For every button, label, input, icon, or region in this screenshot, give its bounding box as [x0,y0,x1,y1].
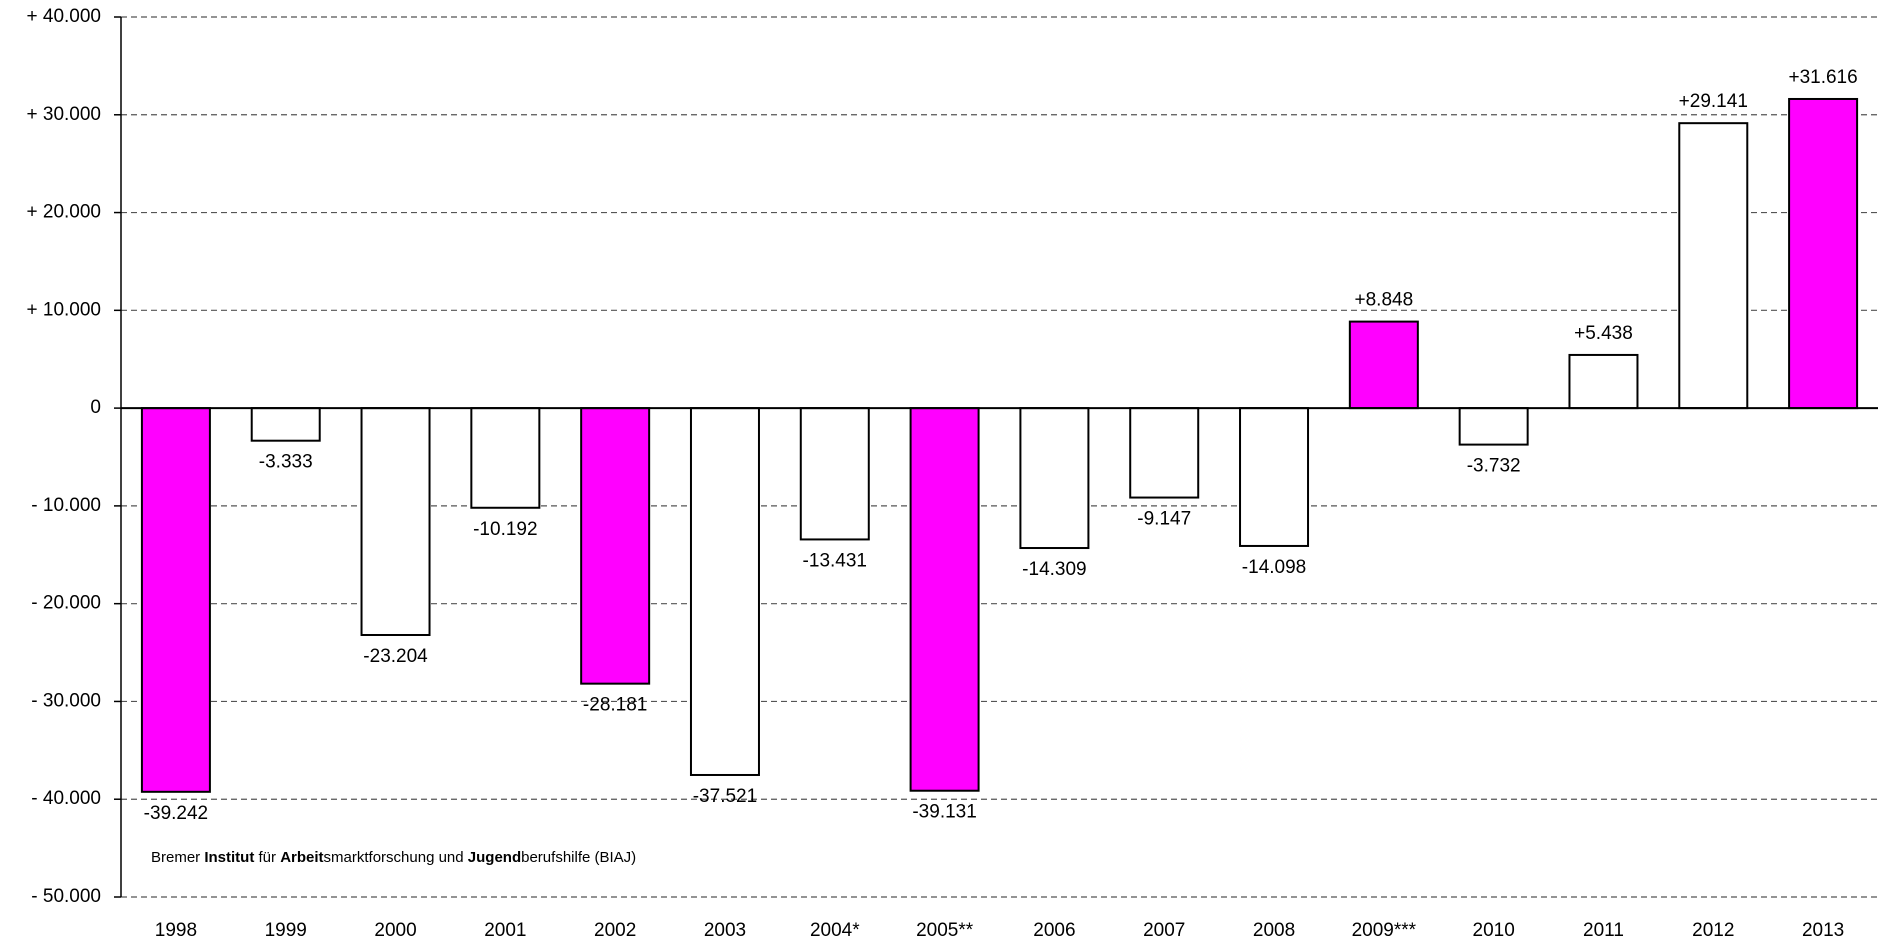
bar [689,407,760,776]
value-label: -37.521 [693,786,757,807]
x-tick-label: 2010 [1473,920,1515,941]
value-label: -3.333 [259,452,313,473]
bar [1348,320,1419,410]
note-part: für [254,849,280,866]
note-part: Bremer [151,849,204,866]
x-tick-label: 2007 [1143,920,1185,941]
value-label: -14.309 [1022,559,1086,580]
value-label: +8.848 [1355,290,1414,311]
value-label: +31.616 [1788,67,1857,88]
value-label: +5.438 [1574,323,1633,344]
note-part: Arbeit [280,849,323,866]
bar [909,407,980,792]
bar [799,407,870,541]
value-label: -13.431 [803,550,867,571]
value-label: -3.732 [1467,456,1521,477]
bar [1568,353,1639,410]
value-label: -9.147 [1137,509,1191,530]
bar [140,407,211,793]
y-tick-label: + 20.000 [27,202,102,223]
bar [1019,407,1090,550]
bar [580,407,651,685]
x-tick-label: 2000 [374,920,416,941]
y-tick-label: + 10.000 [27,299,102,320]
x-tick-label: 1998 [155,920,197,941]
x-tick-label: 2013 [1802,920,1844,941]
y-tick-label: + 40.000 [27,6,102,27]
bar [1458,407,1529,446]
y-tick-label: - 30.000 [31,690,101,711]
y-tick-label: + 30.000 [27,104,102,125]
y-tick-label: - 20.000 [31,593,101,614]
y-tick-label: - 40.000 [31,788,101,809]
x-tick-label: 2006 [1033,920,1075,941]
x-tick-label: 2003 [704,920,746,941]
x-tick-label: 2012 [1692,920,1734,941]
bar [1678,122,1749,410]
source-note: Bremer Institut für Arbeitsmarktforschun… [151,849,636,866]
note-part: Jugend [468,849,521,866]
x-tick-label: 2002 [594,920,636,941]
note-part: Institut [204,849,254,866]
x-tick-label: 1999 [265,920,307,941]
y-tick-label: - 50.000 [31,886,101,907]
x-tick-label: 2005** [916,920,974,941]
bar [250,407,321,442]
bar [1129,407,1200,499]
bar [470,407,541,509]
x-tick-label: 2011 [1583,920,1624,941]
x-tick-label: 2008 [1253,920,1295,941]
x-tick-label: 2004* [810,920,860,941]
note-part: smarktforschung und [324,849,468,866]
value-label: -10.192 [473,519,537,540]
bar [1239,407,1310,547]
x-tick-label: 2009*** [1352,920,1417,941]
value-label: -39.242 [144,803,208,824]
y-tick-label: - 10.000 [31,495,101,516]
x-tick-label: 2001 [484,920,526,941]
note-part: berufshilfe (BIAJ) [521,849,636,866]
value-label: +29.141 [1679,91,1748,112]
bar [1788,97,1859,410]
bar [360,407,431,636]
value-label: -39.131 [912,802,976,823]
value-label: -14.098 [1242,557,1306,578]
value-label: -28.181 [583,695,647,716]
y-tick-label: 0 [90,397,101,418]
value-label: -23.204 [363,646,428,667]
